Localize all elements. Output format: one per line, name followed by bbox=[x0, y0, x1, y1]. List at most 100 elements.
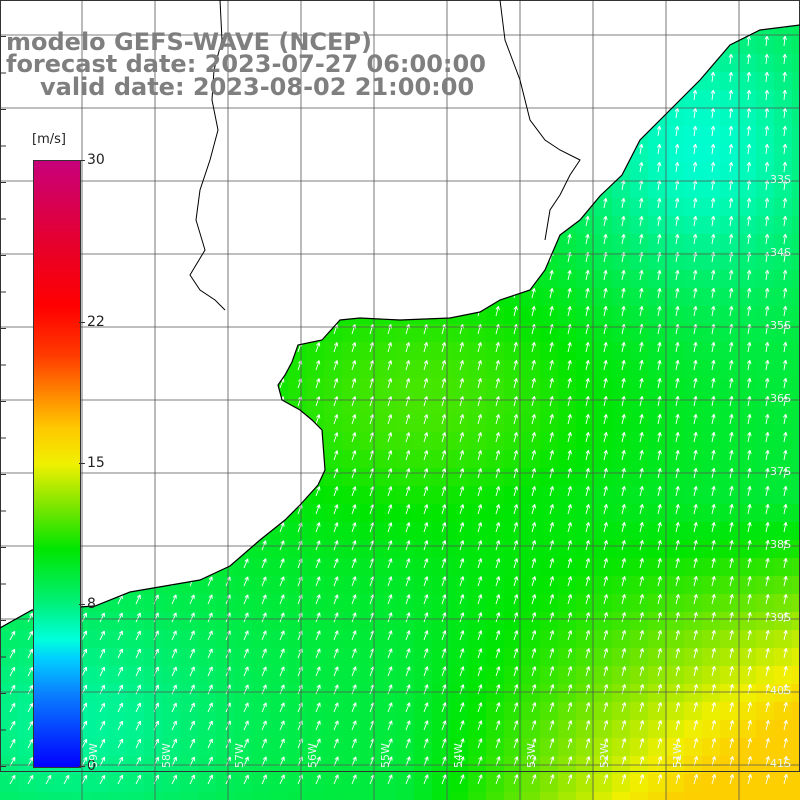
wind-cell bbox=[702, 25, 721, 37]
wind-arrow bbox=[333, 288, 339, 299]
wind-cell bbox=[558, 342, 577, 361]
wind-cell bbox=[0, 288, 19, 307]
wind-cell bbox=[486, 324, 505, 343]
wind-cell bbox=[414, 792, 433, 800]
wind-cell bbox=[360, 180, 379, 199]
wind-cell bbox=[144, 198, 163, 217]
wind-cell bbox=[558, 360, 577, 379]
wind-arrow bbox=[638, 25, 644, 29]
wind-arrow bbox=[279, 702, 285, 713]
wind-cell bbox=[504, 486, 523, 505]
wind-cell bbox=[468, 720, 487, 739]
wind-arrow bbox=[639, 576, 644, 587]
wind-cell bbox=[774, 684, 793, 703]
wind-arrow bbox=[27, 540, 33, 551]
wind-cell bbox=[360, 504, 379, 523]
wind-arrow bbox=[531, 540, 537, 551]
wind-cell bbox=[648, 612, 667, 631]
wind-cell bbox=[612, 558, 631, 577]
wind-cell bbox=[162, 342, 181, 361]
wind-arrow bbox=[477, 612, 483, 623]
wind-arrow bbox=[441, 35, 446, 47]
wind-arrow bbox=[171, 216, 177, 227]
wind-arrow bbox=[351, 594, 357, 605]
wind-arrow bbox=[117, 738, 124, 749]
wind-arrow bbox=[729, 738, 734, 749]
wind-arrow bbox=[369, 216, 374, 227]
wind-arrow bbox=[153, 216, 159, 227]
wind-arrow bbox=[9, 702, 16, 713]
wind-cell bbox=[666, 252, 685, 271]
wind-cell bbox=[792, 0, 800, 19]
wind-arrow bbox=[693, 0, 697, 10]
wind-arrow bbox=[638, 125, 644, 137]
wind-cell bbox=[216, 0, 235, 19]
wind-arrow bbox=[513, 25, 518, 29]
wind-cell bbox=[252, 234, 271, 253]
wind-arrow bbox=[711, 774, 717, 785]
wind-cell bbox=[0, 648, 19, 667]
wind-arrow bbox=[783, 755, 788, 767]
wind-cell bbox=[774, 432, 793, 451]
wind-arrow bbox=[405, 486, 411, 497]
wind-arrow bbox=[243, 756, 249, 767]
wind-cell bbox=[612, 612, 631, 631]
wind-arrow bbox=[585, 540, 590, 551]
wind-cell bbox=[684, 414, 703, 433]
wind-cell bbox=[612, 0, 631, 19]
wind-cell bbox=[252, 630, 271, 649]
wind-arrow bbox=[603, 449, 608, 461]
wind-cell bbox=[612, 576, 631, 595]
wind-cell bbox=[522, 522, 541, 541]
wind-cell bbox=[702, 486, 721, 505]
wind-arrow bbox=[27, 450, 33, 461]
wind-cell bbox=[612, 684, 631, 703]
wind-cell bbox=[540, 720, 559, 739]
wind-arrow bbox=[387, 107, 392, 119]
wind-cell bbox=[792, 144, 800, 163]
wind-arrow bbox=[99, 360, 105, 371]
wind-cell bbox=[702, 684, 721, 703]
wind-arrow bbox=[603, 305, 608, 317]
wind-cell bbox=[540, 288, 559, 307]
wind-cell bbox=[630, 792, 649, 800]
wind-cell bbox=[468, 0, 487, 19]
wind-arrow bbox=[639, 684, 645, 695]
wind-cell bbox=[648, 792, 667, 800]
wind-cell bbox=[738, 702, 757, 721]
wind-cell bbox=[414, 522, 433, 541]
wind-arrow bbox=[657, 504, 662, 515]
wind-cell bbox=[396, 666, 415, 685]
wind-cell bbox=[360, 540, 379, 559]
wind-arrow bbox=[333, 720, 339, 731]
wind-arrow bbox=[243, 540, 249, 551]
wind-arrow bbox=[513, 342, 518, 353]
wind-arrow bbox=[585, 630, 591, 641]
wind-arrow bbox=[495, 234, 500, 245]
wind-cell bbox=[126, 162, 145, 181]
wind-cell bbox=[702, 252, 721, 271]
wind-cell bbox=[90, 558, 109, 577]
wind-cell bbox=[594, 198, 613, 217]
wind-cell bbox=[540, 594, 559, 613]
wind-cell bbox=[0, 738, 19, 757]
wind-cell bbox=[144, 702, 163, 721]
wind-cell bbox=[756, 666, 775, 685]
wind-arrow bbox=[585, 107, 590, 119]
wind-arrow bbox=[495, 414, 500, 425]
wind-cell bbox=[108, 288, 127, 307]
wind-arrow bbox=[764, 233, 770, 245]
wind-arrow bbox=[602, 89, 608, 101]
wind-cell bbox=[504, 378, 523, 397]
wind-cell bbox=[648, 198, 667, 217]
wind-arrow bbox=[621, 414, 626, 425]
wind-cell bbox=[216, 108, 235, 127]
wind-arrow bbox=[567, 774, 573, 785]
wind-cell bbox=[360, 198, 379, 217]
wind-cell bbox=[540, 702, 559, 721]
wind-arrow bbox=[117, 648, 123, 659]
wind-cell bbox=[630, 522, 649, 541]
wind-cell bbox=[792, 792, 800, 800]
wind-cell bbox=[432, 450, 451, 469]
wind-arrow bbox=[351, 558, 357, 569]
